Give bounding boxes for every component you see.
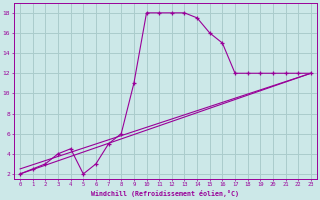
X-axis label: Windchill (Refroidissement éolien,°C): Windchill (Refroidissement éolien,°C): [92, 190, 239, 197]
